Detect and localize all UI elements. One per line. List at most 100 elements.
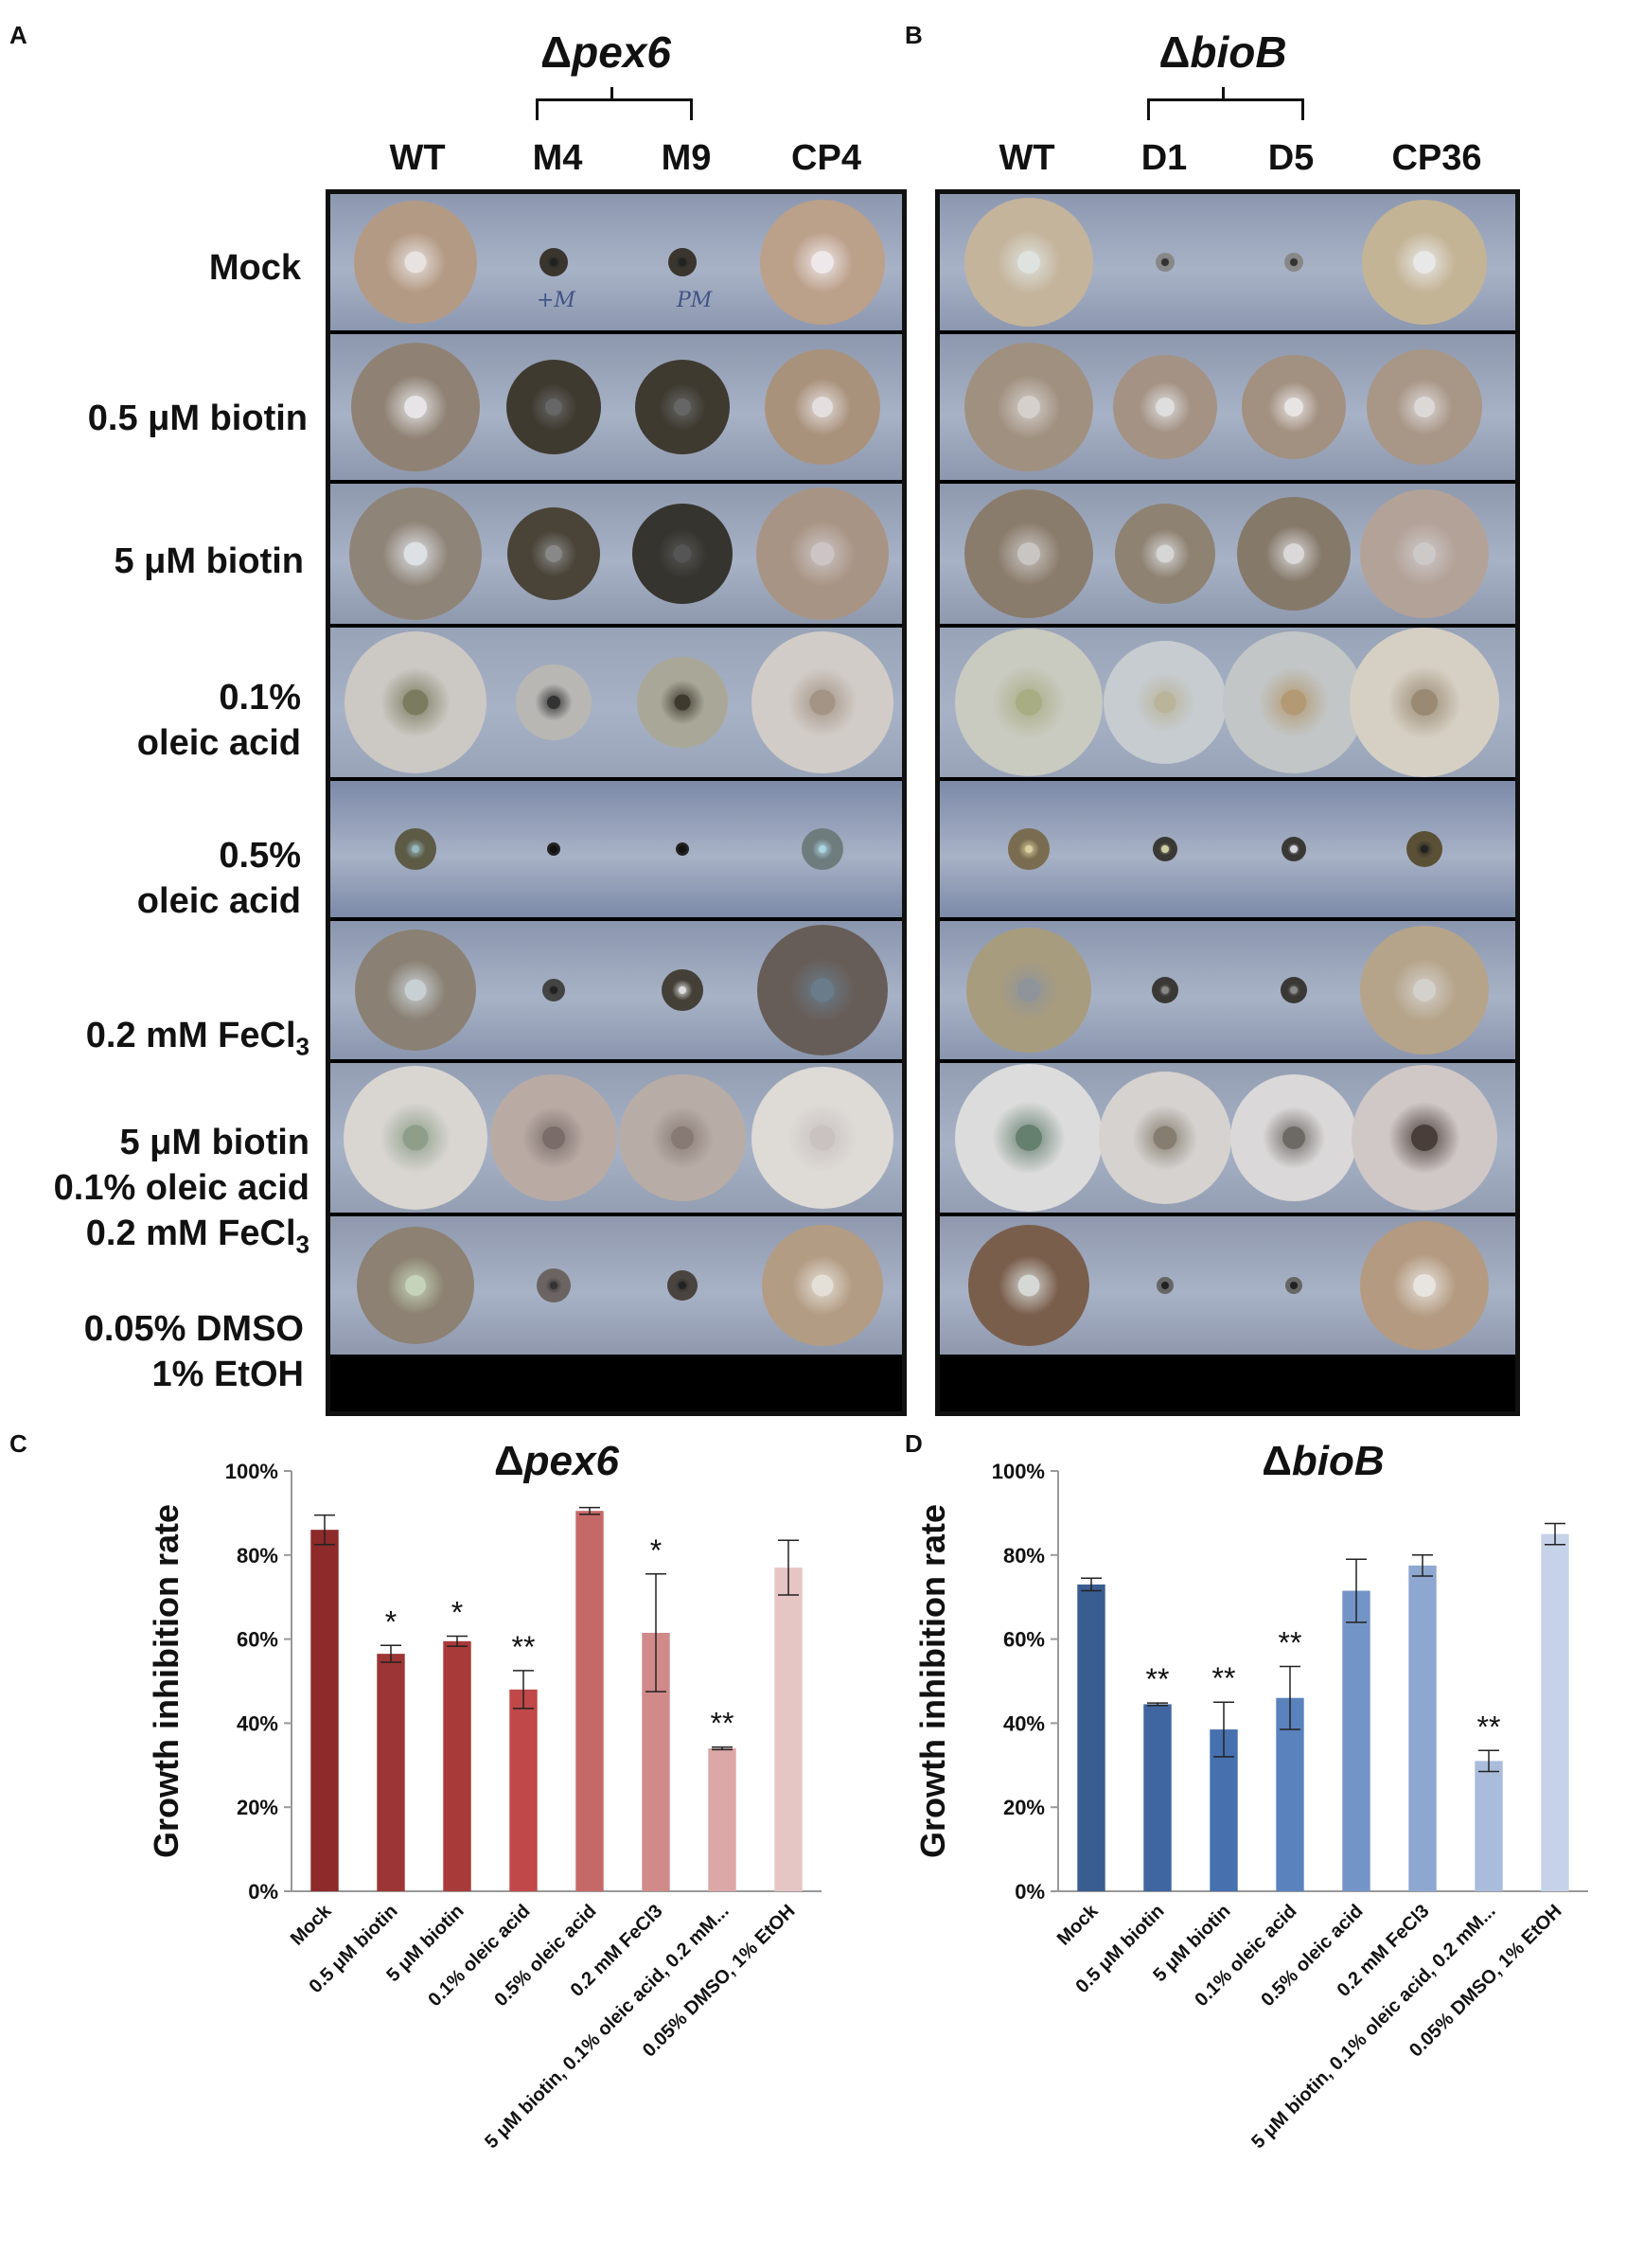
colony-center: [404, 979, 427, 1001]
plate-strip: [940, 334, 1515, 480]
row-label-dmso: 0.05% DMSO 1% EtOH: [83, 1309, 304, 1394]
bar-3: [443, 1640, 471, 1891]
row-label-mock: Mock: [208, 248, 301, 288]
col-label-wt-b: WT: [999, 138, 1055, 178]
colony-center: [404, 251, 427, 274]
bar-8: [1541, 1533, 1569, 1891]
panel-b-title: ΔbioB: [1034, 27, 1412, 78]
delta-symbol: Δ: [540, 27, 573, 77]
row-label-05-biotin: 0.5 μM biotin: [87, 399, 308, 438]
bar-1: [1077, 1584, 1105, 1891]
y-tick-label: 100%: [225, 1460, 278, 1483]
y-tick-label: 40%: [1003, 1711, 1045, 1735]
x-tick-label: Mock: [287, 1900, 336, 1949]
plate-strip: [330, 921, 902, 1059]
colony-center: [1413, 542, 1436, 565]
plate-photo-panel-a: +M PM: [326, 189, 907, 1416]
row-label-fecl3: 0.2 mM FeCl3: [85, 1016, 309, 1061]
colony-center: [811, 251, 834, 274]
colony-center: [1282, 1126, 1305, 1149]
colony-center: [811, 1274, 834, 1297]
colony-center: [412, 845, 419, 853]
colony-center: [1161, 845, 1169, 853]
bar-chart-pex6: Δpex6 Growth inhibition rate 0% 20% 40% 60% 80…: [147, 1439, 822, 2153]
significance-marker: **: [711, 1707, 734, 1741]
col-label-d1: D1: [1140, 138, 1188, 178]
row-label-01-oleic: 0.1% oleic acid: [136, 678, 301, 763]
row-label-05-oleic: 0.5% oleic acid: [136, 836, 301, 921]
significance-marker: *: [451, 1595, 463, 1629]
colony-center: [1153, 1125, 1177, 1150]
colony-center: [1284, 398, 1303, 416]
colony-center: [1017, 1274, 1040, 1297]
col-label-d5: D5: [1267, 138, 1315, 178]
bar-7: [708, 1748, 736, 1891]
colony-center: [679, 845, 686, 853]
colony-center: [1290, 1282, 1298, 1289]
plate-strip: [330, 484, 902, 624]
colony-center: [1016, 1125, 1042, 1151]
delta-symbol: Δ: [1158, 27, 1191, 77]
colony-center: [550, 258, 557, 266]
colony-center: [679, 986, 686, 994]
plate-strip: [330, 781, 902, 917]
y-tick-label: 80%: [237, 1544, 278, 1568]
colony-center: [679, 258, 686, 266]
colony-center: [809, 1125, 836, 1151]
colony-center: [1290, 258, 1298, 266]
colony-center: [679, 1282, 686, 1289]
colony-center: [550, 1282, 557, 1289]
plate-strip: [330, 1216, 902, 1355]
plate-photo-panel-b: [935, 189, 1520, 1416]
bracket-mutants-b: [1147, 98, 1304, 120]
colony-center: [1016, 689, 1042, 716]
y-tick-label: 100%: [992, 1460, 1045, 1483]
significance-marker: **: [1279, 1625, 1302, 1659]
panel-letter-c: C: [9, 1429, 27, 1458]
plate-strip: [330, 334, 902, 480]
bar-8: [774, 1568, 803, 1891]
y-tick-label: 0%: [248, 1880, 278, 1904]
colony-center: [1156, 398, 1175, 416]
bracket-tick-b: [1222, 87, 1225, 100]
y-axis-label: Growth inhibition rate: [147, 1504, 186, 1858]
col-label-cp4: CP4: [791, 138, 861, 178]
colony-center: [1017, 542, 1040, 565]
plate-strip: [330, 628, 902, 777]
colony-center: [1161, 1282, 1169, 1289]
colony-center: [545, 545, 562, 562]
colony-center: [1017, 396, 1040, 418]
colony-center: [550, 986, 557, 994]
colony-center: [405, 1275, 426, 1296]
bar-7: [1475, 1761, 1503, 1891]
x-tick-label: Mock: [1053, 1900, 1103, 1949]
colony-center: [1161, 258, 1169, 266]
chart-title: Δpex6: [494, 1439, 619, 1484]
colony-center: [1017, 979, 1040, 1001]
plate-strip: [330, 194, 902, 330]
x-tick-label: 5 μM biotin, 0.1% oleic acid, 0.2 mM...: [1247, 1901, 1499, 2153]
y-tick-label: 40%: [237, 1711, 278, 1735]
colony-center: [404, 396, 427, 418]
colony-center: [1017, 251, 1040, 274]
y-tick-label: 20%: [237, 1796, 278, 1819]
significance-marker: **: [512, 1630, 536, 1664]
colony-center: [810, 541, 835, 566]
bar-5: [1342, 1590, 1370, 1891]
y-tick-label: 60%: [237, 1628, 278, 1652]
panel-letter-a: A: [9, 21, 27, 49]
y-tick-label: 60%: [1003, 1628, 1045, 1652]
bracket-tick-a: [610, 87, 613, 100]
colony-center: [1414, 397, 1435, 417]
colony-center: [1413, 1274, 1436, 1297]
colony-center: [673, 544, 692, 563]
bar-4: [509, 1689, 538, 1891]
significance-marker: **: [1146, 1662, 1170, 1696]
colony-center: [1413, 979, 1436, 1001]
y-tick-label: 0%: [1015, 1880, 1045, 1904]
col-label-cp36: CP36: [1391, 138, 1482, 178]
colony-center: [1290, 845, 1298, 853]
y-tick-label: 80%: [1003, 1544, 1045, 1568]
plate-handwritten-mark: PM: [677, 289, 713, 312]
colony-center: [671, 1126, 694, 1149]
